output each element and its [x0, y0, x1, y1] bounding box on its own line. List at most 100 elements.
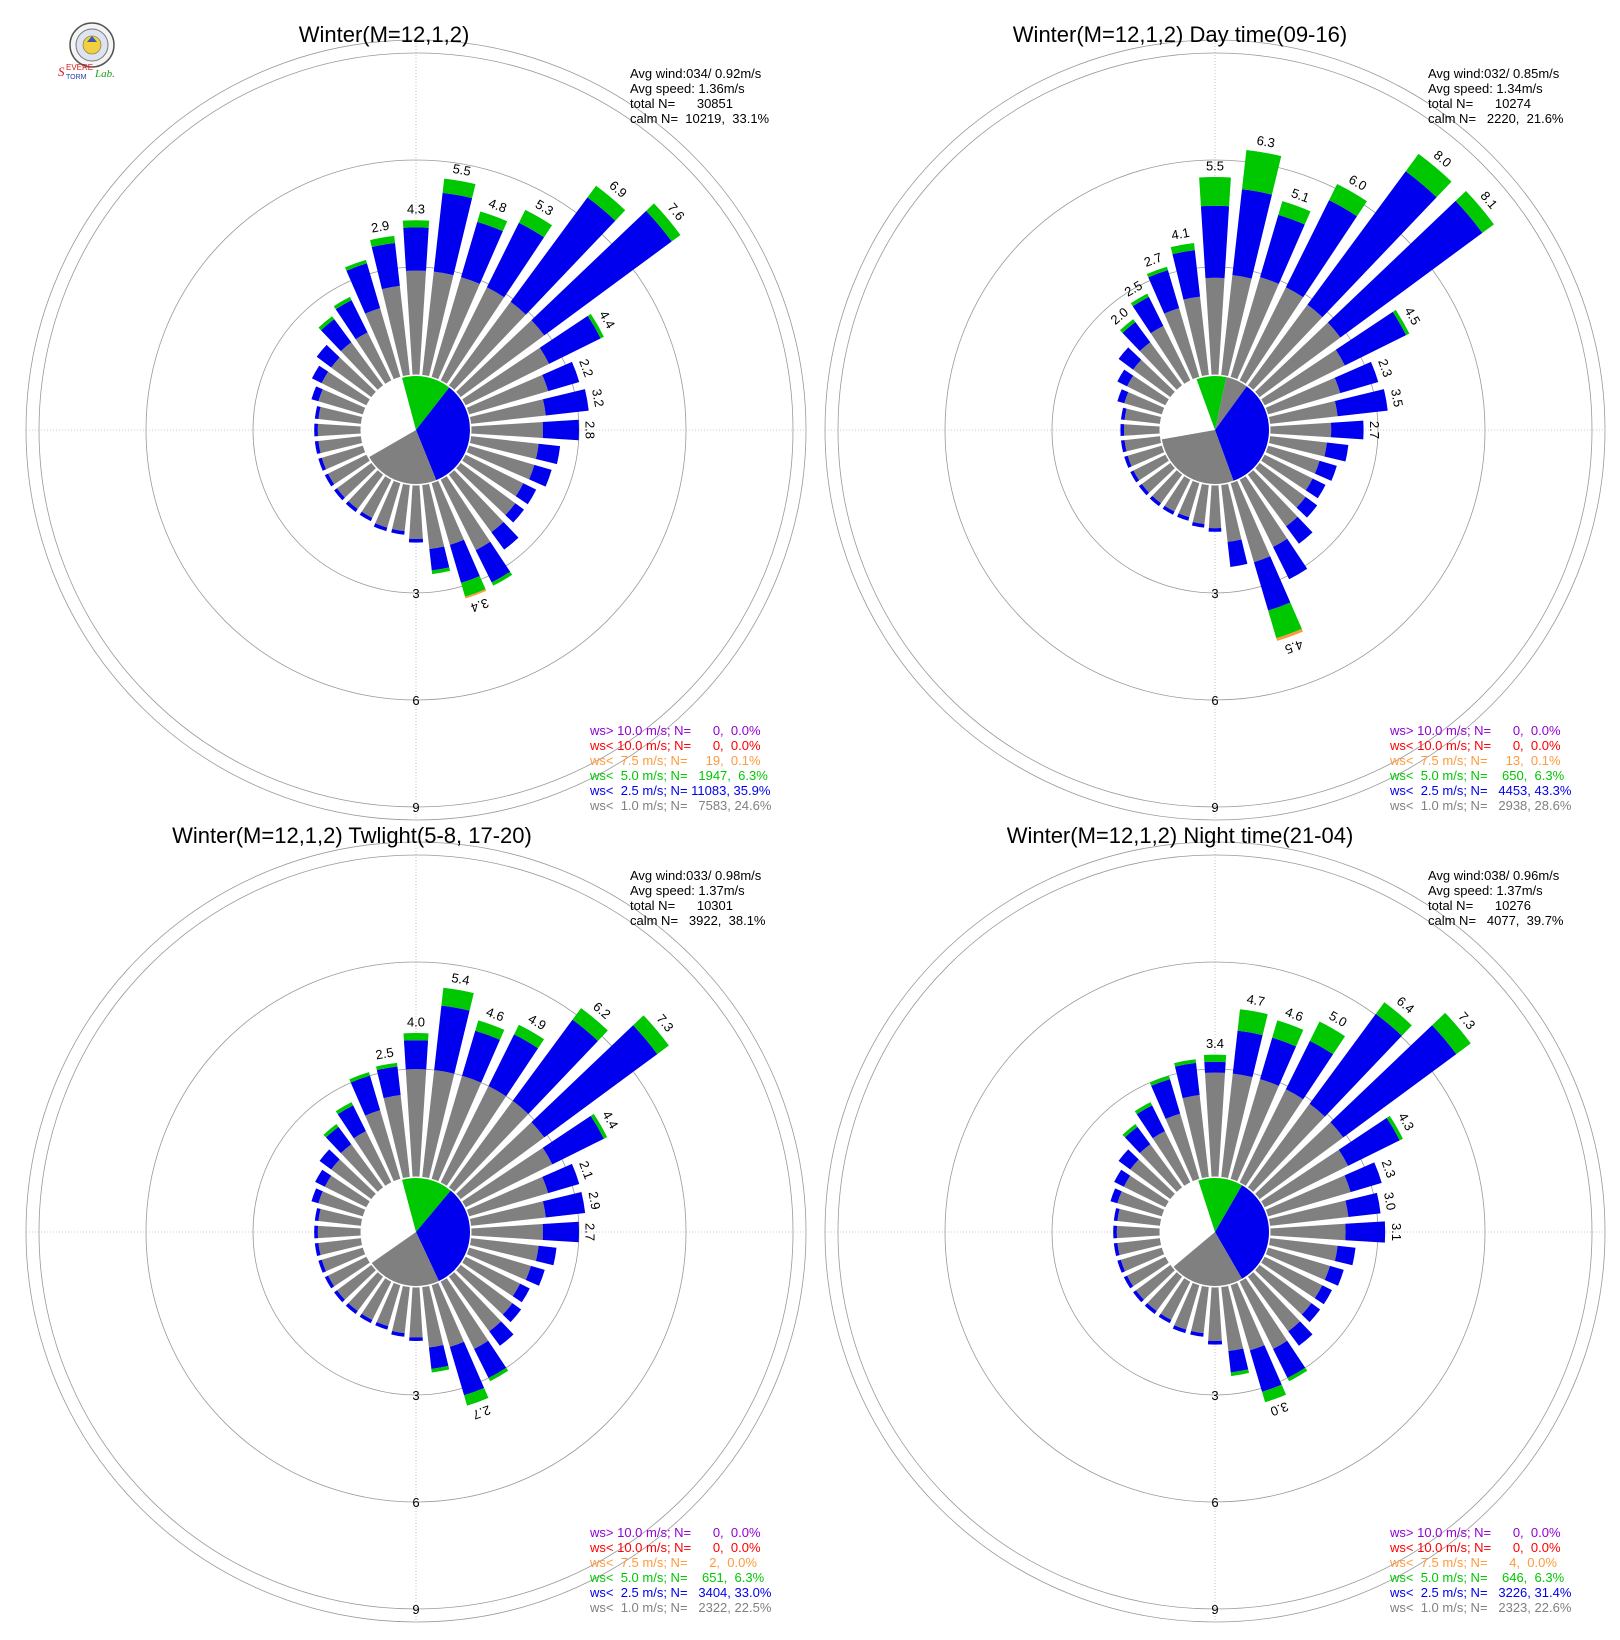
- bar-segment-160-blue: [1253, 556, 1291, 611]
- bar-segment-50-gray: [455, 1122, 545, 1200]
- bar-segment-0-gray: [405, 1069, 427, 1178]
- bar-segment-320-green: [1122, 1123, 1138, 1138]
- bar-segment-70-blue: [1344, 1162, 1382, 1193]
- bar-segment-40-blue: [510, 197, 616, 315]
- bar-segment-130-blue: [1301, 1303, 1321, 1323]
- bar-segment-70-gray: [466, 1176, 549, 1217]
- bar-segment-220-blue: [345, 501, 358, 512]
- bar-segment-210-gray: [361, 1277, 392, 1320]
- bar-segment-0-green: [402, 220, 430, 228]
- bar-segment-270-blue: [314, 423, 318, 437]
- bars: [1117, 149, 1494, 641]
- bar-segment-350-gray: [383, 1095, 410, 1179]
- bar-segment-340-blue: [1148, 270, 1180, 314]
- legend-entry: ws> 10.0 m/s; N= 0, 0.0%: [589, 1525, 761, 1540]
- bar-segment-110-blue: [529, 464, 552, 487]
- bar-segment-270-blue: [1120, 424, 1125, 436]
- bar-segment-270-gray: [317, 423, 362, 437]
- bar-segment-120-gray: [1260, 1256, 1323, 1299]
- bar-segment-140-blue: [1286, 516, 1313, 544]
- bar-segment-10-green: [1237, 1009, 1268, 1036]
- bar-segment-20-gray: [431, 1075, 482, 1182]
- bar-segment-130-gray: [1254, 1264, 1312, 1315]
- bar-segment-200-gray: [375, 480, 401, 528]
- bar-segment-350-blue: [371, 242, 400, 290]
- bar-segment-30-blue: [1285, 1040, 1334, 1100]
- bar-label: 4.9: [526, 1011, 549, 1033]
- bar-label: 5.3: [533, 197, 556, 219]
- bar-segment-0-gray: [405, 270, 427, 376]
- bar-segment-350-green: [375, 1062, 398, 1071]
- legend-entry: ws< 1.0 m/s; N= 7583, 24.6%: [589, 798, 772, 813]
- stats-line: total N= 10276: [1428, 898, 1531, 913]
- bar-segment-100-gray: [469, 436, 539, 460]
- bar-segment-110-blue: [525, 1265, 545, 1286]
- ring-label: 3: [412, 586, 419, 601]
- bar-segment-20-green: [1272, 1020, 1304, 1047]
- bar-segment-110-gray: [466, 445, 535, 480]
- bar-segment-150-blue: [1273, 1340, 1306, 1379]
- bar-segment-190-blue: [1191, 521, 1205, 528]
- bar-segment-40-green: [572, 1008, 608, 1041]
- legend-entry: ws< 7.5 m/s; N= 13, 0.1%: [1389, 753, 1561, 768]
- bar-segment-30-green: [518, 209, 553, 238]
- bar-segment-210-gray: [1160, 1277, 1191, 1320]
- bar-segment-350-gray: [1183, 296, 1209, 377]
- ring-label: 6: [1211, 693, 1218, 708]
- bars: [311, 987, 669, 1406]
- windrose-panel-2: 5.56.35.16.08.08.14.52.33.52.74.54.12.72…: [824, 22, 1606, 821]
- bar-segment-0-blue: [1200, 205, 1230, 279]
- bar-label: 3.4: [469, 595, 491, 615]
- stats-line: total N= 30851: [630, 96, 733, 111]
- bar-segment-60-gray: [1260, 349, 1345, 406]
- stats-line: calm N= 4077, 39.7%: [1428, 913, 1564, 928]
- bar-segment-270-blue: [314, 1225, 318, 1239]
- bar-segment-160-orange: [1276, 628, 1304, 641]
- bar-label: 2.7: [1367, 421, 1382, 439]
- calm-disc: [360, 374, 472, 486]
- bar-segment-90-gray: [470, 422, 543, 438]
- bar-segment-10-blue: [434, 1005, 470, 1074]
- bar-segment-240-blue: [324, 473, 335, 487]
- bar-segment-350-blue: [376, 1066, 401, 1099]
- bars: [311, 178, 681, 599]
- bar-label: 3.0: [1268, 1399, 1290, 1419]
- legend-entry: ws> 10.0 m/s; N= 0, 0.0%: [1389, 723, 1561, 738]
- bar-segment-80-blue: [542, 1191, 586, 1218]
- bar-label: 4.7: [1246, 991, 1266, 1009]
- bar-segment-290-gray: [318, 389, 366, 415]
- bar-segment-140-gray: [448, 1271, 502, 1332]
- ring-labels: 3 6 9: [412, 1388, 419, 1617]
- bar-segment-320-blue: [320, 319, 352, 352]
- bar-segment-300-gray: [321, 371, 371, 406]
- legend-entry: ws< 10.0 m/s; N= 0, 0.0%: [1389, 738, 1561, 753]
- bar-segment-350-green: [1174, 1059, 1197, 1067]
- bar-segment-120-blue: [515, 483, 537, 505]
- calm-sector: [371, 1232, 439, 1287]
- bar-segment-90-gray: [470, 1224, 543, 1240]
- bar-segment-170-gray: [422, 1285, 444, 1348]
- bar-segment-310-blue: [319, 1149, 340, 1170]
- bar-segment-120-gray: [461, 454, 524, 497]
- bar-segment-30-gray: [1239, 287, 1304, 385]
- bar-label: 4.1: [1170, 225, 1190, 243]
- bar-segment-10-blue: [1232, 189, 1272, 279]
- stats-line: Avg wind:034/ 0.92m/s: [630, 66, 762, 81]
- bar-segment-330-green: [1134, 1102, 1153, 1115]
- bar-segment-340-blue: [1151, 1079, 1181, 1119]
- legend-entry: ws< 5.0 m/s; N= 646, 6.3%: [1389, 1570, 1565, 1585]
- bar-segment-170-blue: [428, 1344, 449, 1369]
- bar-segment-230-blue: [1133, 1290, 1144, 1303]
- bar-segment-50-blue: [1330, 1025, 1457, 1138]
- bar-label: 5.4: [450, 970, 470, 988]
- bar-segment-130-blue: [502, 1303, 522, 1323]
- calm-sector: [416, 387, 470, 481]
- calm-sector: [1215, 386, 1269, 481]
- bar-label: 3.1: [1389, 1223, 1404, 1241]
- bar-segment-170-blue: [429, 546, 450, 571]
- bar-segment-30-green: [1329, 184, 1367, 217]
- bar-segment-180-blue: [1208, 528, 1222, 532]
- bar-segment-90-blue: [542, 419, 579, 441]
- bar-label: 2.3: [1375, 357, 1395, 379]
